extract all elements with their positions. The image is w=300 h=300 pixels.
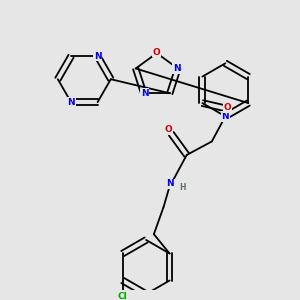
Text: N: N (67, 98, 75, 107)
Text: Cl: Cl (118, 292, 128, 300)
Text: O: O (164, 125, 172, 134)
Text: N: N (221, 112, 229, 121)
Text: O: O (153, 48, 160, 57)
Text: O: O (224, 103, 231, 112)
Text: N: N (167, 179, 174, 188)
Text: N: N (94, 52, 101, 61)
Text: H: H (180, 183, 186, 192)
Text: N: N (173, 64, 181, 73)
Text: N: N (141, 89, 148, 98)
